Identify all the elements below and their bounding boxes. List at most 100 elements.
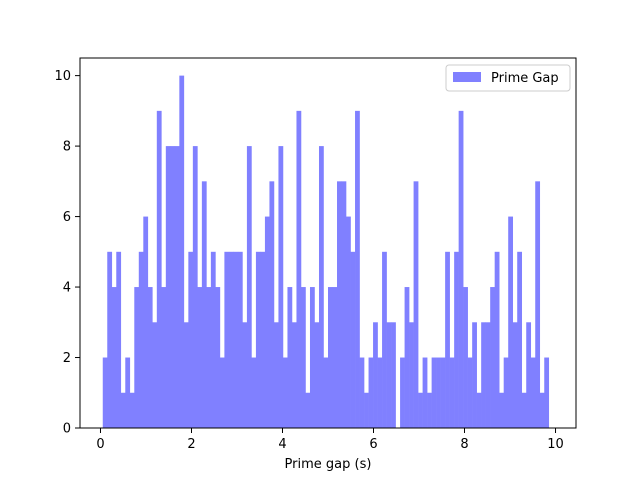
histogram-bar — [386, 322, 392, 428]
histogram-bar — [400, 357, 405, 428]
histogram-bar — [422, 357, 428, 428]
histogram-bar — [539, 392, 545, 428]
y-tick-label: 4 — [63, 281, 71, 296]
x-tick-label: 8 — [460, 437, 468, 452]
histogram-bar — [255, 251, 261, 428]
histogram-bar — [215, 287, 221, 428]
histogram-bar — [138, 251, 144, 428]
histogram-bar — [458, 110, 464, 428]
histogram-bar — [323, 357, 329, 428]
histogram-bar — [129, 392, 135, 428]
histogram-bar — [449, 357, 455, 428]
histogram-bar — [467, 357, 473, 428]
histogram-bar — [242, 322, 248, 428]
histogram-bar — [125, 357, 131, 428]
histogram-bar — [251, 357, 257, 428]
histogram-bar — [134, 287, 140, 428]
histogram-bar — [192, 146, 198, 428]
histogram-bar — [427, 392, 432, 428]
histogram-bar — [377, 357, 383, 428]
histogram-bar — [201, 181, 207, 428]
histogram-bar — [454, 251, 459, 428]
y-axis-ticks: 0 2 4 6 8 10 — [54, 69, 80, 437]
histogram-bar — [107, 251, 113, 428]
histogram-bar — [296, 110, 302, 428]
histogram-bar — [490, 287, 495, 428]
histogram-bar — [499, 392, 504, 428]
histogram-bar — [273, 322, 279, 428]
histogram-bar — [359, 357, 365, 428]
histogram-bar — [332, 287, 338, 428]
histogram-bar — [485, 322, 491, 428]
histogram-bar — [278, 146, 284, 428]
histogram-bar — [179, 75, 185, 428]
x-tick-label: 6 — [369, 437, 377, 452]
histogram-bar — [197, 287, 203, 428]
legend: Prime Gap — [445, 64, 571, 92]
histogram-bar — [161, 287, 167, 428]
histogram-bar — [287, 287, 293, 428]
histogram-bar — [337, 181, 342, 428]
histogram-bar — [147, 287, 153, 428]
legend-box — [445, 64, 571, 92]
histogram-bar — [512, 322, 518, 428]
legend-swatch — [453, 72, 481, 82]
histogram-bar — [282, 357, 288, 428]
histogram-bar — [300, 287, 306, 428]
histogram-bar — [409, 322, 414, 428]
histogram-bar — [206, 287, 212, 428]
histogram-bar — [472, 322, 477, 428]
histogram-bar — [156, 110, 162, 428]
x-axis-label: Prime gap (s) — [285, 457, 372, 472]
histogram-bar — [440, 357, 446, 428]
x-tick-label: 10 — [547, 437, 564, 452]
histogram-bar — [355, 110, 360, 428]
y-tick-label: 6 — [63, 210, 71, 225]
histogram-bar — [530, 357, 536, 428]
histogram-bar — [544, 357, 550, 428]
histogram-bar — [364, 392, 369, 428]
histogram-bar — [116, 251, 122, 428]
x-axis-ticks: 0 2 4 6 8 10 — [96, 428, 564, 452]
histogram-bar — [341, 181, 347, 428]
histogram-bar — [210, 251, 216, 428]
histogram-bar — [431, 357, 437, 428]
histogram-bar — [224, 251, 230, 428]
histogram-bar — [445, 251, 450, 428]
histogram-bar — [508, 216, 514, 428]
histogram-bar — [246, 146, 252, 428]
histogram-bar — [269, 181, 275, 428]
x-tick-label: 4 — [278, 437, 286, 452]
histogram-bar — [535, 181, 541, 428]
y-tick-label: 8 — [63, 140, 71, 155]
histogram-bar — [517, 251, 523, 428]
histogram-bar — [170, 146, 176, 428]
histogram-bar — [188, 251, 194, 428]
histogram-bar — [305, 392, 311, 428]
histogram-bar — [291, 322, 297, 428]
x-tick-label: 0 — [96, 437, 104, 452]
histogram-bar — [436, 357, 441, 428]
histogram-bar — [368, 357, 374, 428]
histogram-bar — [503, 357, 509, 428]
histogram-bar — [233, 251, 239, 428]
histogram-bar — [494, 251, 500, 428]
histogram-bar — [418, 392, 423, 428]
histogram-bar — [264, 216, 270, 428]
histogram-bar — [219, 357, 225, 428]
histogram-bar — [143, 216, 149, 428]
histogram-bar — [174, 146, 180, 428]
histogram-bar — [102, 357, 108, 428]
histogram-bar — [260, 251, 266, 428]
histogram-bar — [165, 146, 171, 428]
histogram-bar — [152, 322, 158, 428]
histogram-bar — [391, 322, 396, 428]
histogram-bar — [120, 392, 126, 428]
y-tick-label: 10 — [54, 69, 71, 84]
histogram-bar — [314, 322, 320, 428]
y-tick-label: 2 — [63, 351, 71, 366]
histogram-bar — [413, 181, 419, 428]
histogram-bar — [476, 392, 482, 428]
bars-group — [102, 75, 550, 428]
